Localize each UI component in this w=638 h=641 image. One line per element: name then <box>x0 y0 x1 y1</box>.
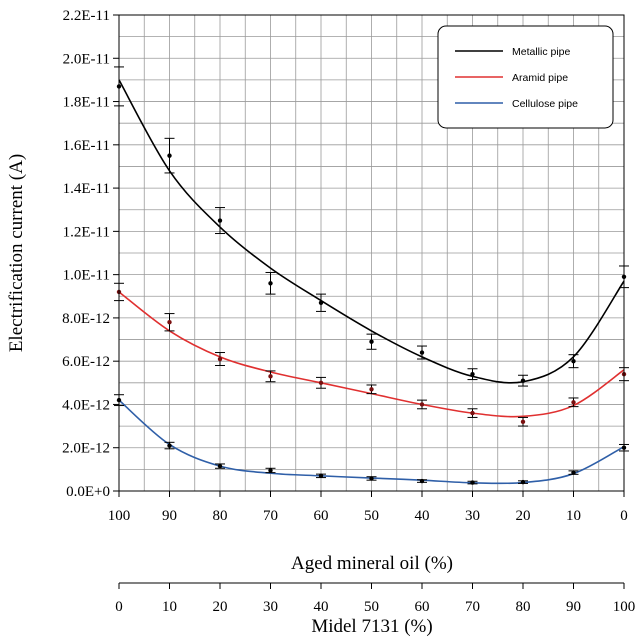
plot-series <box>114 66 629 485</box>
x-tick-label: 80 <box>213 508 228 524</box>
x2-tick-label: 0 <box>115 599 123 615</box>
data-point <box>167 153 172 158</box>
y-tick-label: 1.2E-11 <box>63 224 110 240</box>
x2-tick-label: 50 <box>364 599 379 615</box>
data-point <box>369 339 374 344</box>
x2-tick-label: 40 <box>314 599 329 615</box>
data-point <box>419 402 425 407</box>
x-tick-label: 20 <box>516 508 531 524</box>
y-tick-label: 8.0E-12 <box>62 311 110 327</box>
x2-tick-label: 70 <box>465 599 480 615</box>
y-tick-label: 2.0E-11 <box>63 51 110 67</box>
data-point <box>470 371 475 377</box>
x2-tick-label: 80 <box>516 599 531 615</box>
x2-tick-label: 10 <box>162 599 177 615</box>
y-tick-label: 1.6E-11 <box>63 138 110 154</box>
fit-curve <box>118 79 625 384</box>
x-tick-label: 40 <box>415 508 430 524</box>
x-tick-label: 10 <box>566 508 581 524</box>
y-tick-label: 1.8E-11 <box>63 95 110 111</box>
x-tick-label: 100 <box>108 508 131 524</box>
data-point <box>217 463 223 469</box>
data-point <box>520 479 526 485</box>
data-point <box>217 218 223 223</box>
y-tick-label: 1.0E-11 <box>63 268 110 284</box>
data-point <box>520 419 526 424</box>
legend-label-aramid: Aramid pipe <box>512 72 568 84</box>
series-cellulose-pipe <box>114 394 629 485</box>
x-tick-label: 70 <box>263 508 278 524</box>
x2-tick-label: 60 <box>415 599 430 615</box>
x2-tick-label: 90 <box>566 599 581 615</box>
x2-tick-label: 20 <box>213 599 228 615</box>
data-point <box>369 387 374 392</box>
series-metallic-pipe <box>114 66 629 387</box>
x-tick-label: 50 <box>364 508 379 524</box>
x2-tick-label: 30 <box>263 599 278 615</box>
y-tick-label: 6.0E-12 <box>62 354 110 370</box>
x-tick-label: 60 <box>314 508 329 524</box>
y-tick-label: 0.0E+0 <box>66 484 110 500</box>
data-point <box>520 378 526 383</box>
x-tick-label: 90 <box>162 508 177 524</box>
data-point <box>571 470 576 475</box>
data-point <box>470 410 475 416</box>
y-tick-label: 4.0E-12 <box>62 397 110 413</box>
x-tick-label: 0 <box>620 508 628 524</box>
data-point <box>571 400 576 405</box>
data-point <box>419 478 425 484</box>
legend-label-metallic: Metallic pipe <box>512 46 571 58</box>
legend-label-cellulose: Cellulose pipe <box>512 98 578 110</box>
data-point <box>419 350 425 355</box>
data-point <box>268 374 273 379</box>
x2-tick-label: 100 <box>613 599 636 615</box>
y-tick-label: 1.4E-11 <box>63 181 110 197</box>
data-point <box>470 480 475 485</box>
data-point <box>167 320 172 325</box>
data-point <box>318 473 324 479</box>
data-point <box>318 300 324 305</box>
data-point <box>217 356 223 362</box>
y-tick-label: 2.2E-11 <box>63 8 110 24</box>
data-point <box>268 281 273 286</box>
data-point <box>369 476 374 481</box>
data-point <box>318 380 324 386</box>
axes: 0.0E+0 2.0E-12 4.0E-12 6.0E-12 8.0E-12 1.0E-1… <box>62 8 635 615</box>
data-point <box>167 443 172 448</box>
x-axis-title: Aged mineral oil (%) <box>291 553 453 574</box>
y-axis-title: Electrification current (A) <box>6 154 27 352</box>
data-point <box>571 358 576 364</box>
y-tick-label: 2.0E-12 <box>62 441 110 457</box>
x2-axis-title: Midel 7131 (%) <box>311 616 432 637</box>
x-tick-label: 30 <box>465 508 480 524</box>
legend: Metallic pipe Aramid pipe Cellulose pipe <box>437 25 614 129</box>
data-point <box>268 468 273 473</box>
